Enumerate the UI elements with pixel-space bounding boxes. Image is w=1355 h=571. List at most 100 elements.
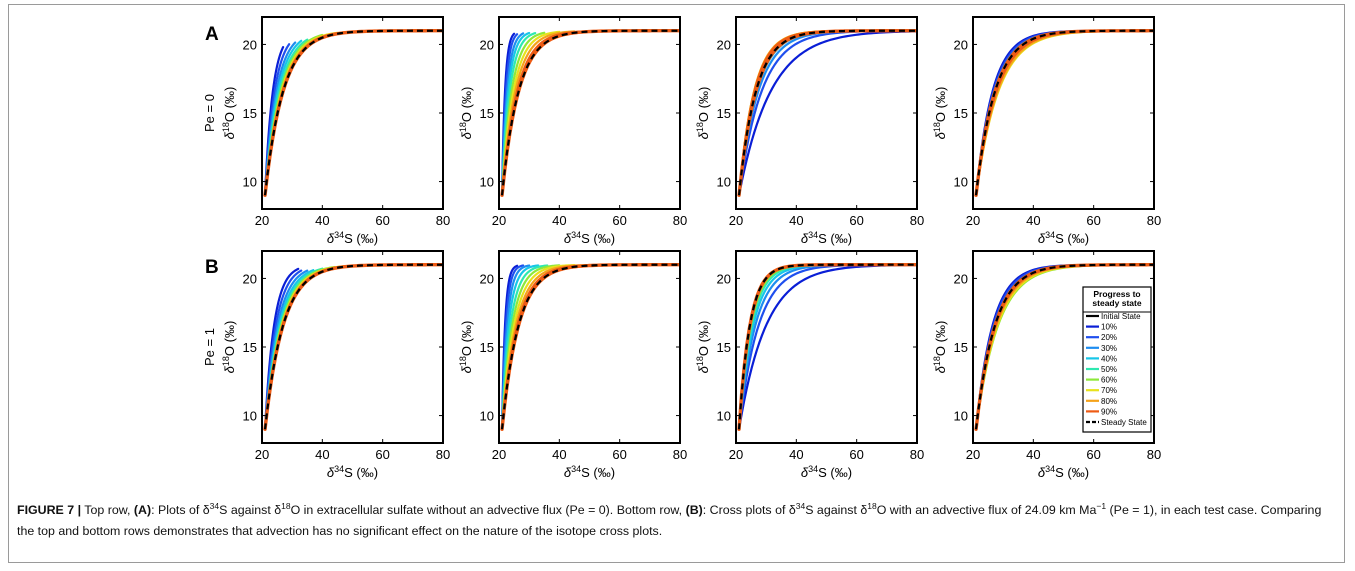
x-tick-label: 80 <box>910 213 924 228</box>
caption-text-8: (Pe = 1), in each test case. Comparing t… <box>17 503 1322 538</box>
curve-30- <box>500 264 531 431</box>
legend-entry-label: Steady State <box>1101 418 1147 427</box>
y-tick-label: 15 <box>717 106 731 121</box>
y-axis-label: δ18O (‰) <box>458 87 474 140</box>
plot-panel-b-case-1: 20 40 60 80 10 15 20 δ34S (‰) δ18O (‰) <box>221 250 450 480</box>
x-tick-label: 20 <box>966 213 980 228</box>
x-tick-label: 40 <box>552 447 566 462</box>
plot-panel-a-case-1: 20 40 60 80 10 15 20 δ34S (‰) δ18O (‰) <box>221 16 450 246</box>
row-label-pe-1: Pe = 1 <box>202 328 217 366</box>
curve-60- <box>500 264 561 431</box>
x-tick-label: 80 <box>673 213 687 228</box>
y-tick-label: 15 <box>243 340 257 355</box>
y-tick-label: 15 <box>717 340 731 355</box>
x-tick-label: 60 <box>612 213 626 228</box>
y-tick-label: 20 <box>954 271 968 286</box>
x-tick-label: 80 <box>436 213 450 228</box>
plot-area <box>736 17 917 209</box>
x-tick-label: 40 <box>1026 447 1040 462</box>
y-axis-label: δ18O (‰) <box>932 87 948 140</box>
y-tick-label: 10 <box>480 175 494 190</box>
x-tick-label: 40 <box>552 213 566 228</box>
curve-60- <box>500 31 546 197</box>
y-tick-label: 10 <box>243 409 257 424</box>
x-tick-label: 60 <box>612 447 626 462</box>
caption-panel-a: (A) <box>133 503 152 517</box>
curve-group <box>974 263 1154 431</box>
plot-panel-a-case-3: 20 40 60 80 10 15 20 δ34S (‰) δ18O (‰) <box>695 16 924 246</box>
plot-panel-a-case-2: 20 40 60 80 10 15 20 δ34S (‰) δ18O (‰) <box>458 16 687 246</box>
y-tick-label: 20 <box>717 271 731 286</box>
x-axis-label: δ34S (‰) <box>801 230 852 246</box>
y-tick-label: 10 <box>480 409 494 424</box>
x-axis-label: δ34S (‰) <box>1038 230 1089 246</box>
y-tick-label: 15 <box>954 106 968 121</box>
caption-text-4: O in extracellular sulfate without an ad… <box>290 503 686 517</box>
x-tick-label: 80 <box>436 447 450 462</box>
legend-entry-label: 70% <box>1101 386 1117 395</box>
figure-border <box>8 4 1345 563</box>
legend-entry-label: 10% <box>1101 323 1117 332</box>
panel-letter-b: B <box>205 257 219 278</box>
x-axis-label: δ34S (‰) <box>327 230 378 246</box>
x-axis-label: δ34S (‰) <box>327 464 378 480</box>
y-axis-label: δ18O (‰) <box>458 321 474 374</box>
y-tick-label: 20 <box>717 37 731 52</box>
y-tick-label: 15 <box>954 340 968 355</box>
y-tick-label: 15 <box>480 340 494 355</box>
y-tick-label: 20 <box>243 271 257 286</box>
x-tick-label: 60 <box>1086 447 1100 462</box>
curve-50- <box>500 264 549 431</box>
figure-caption: FIGURE 7 | Top row, (A): Plots of δ34S a… <box>17 500 1337 542</box>
curve-group <box>737 29 917 197</box>
y-axis-label: δ18O (‰) <box>221 87 237 140</box>
curve-group <box>263 29 443 197</box>
legend-entry-label: 60% <box>1101 376 1117 385</box>
x-tick-label: 40 <box>789 447 803 462</box>
y-axis-label: δ18O (‰) <box>695 87 711 140</box>
plot-area <box>262 251 443 443</box>
x-tick-label: 80 <box>1147 213 1161 228</box>
y-axis-label: δ18O (‰) <box>932 321 948 374</box>
caption-sup-4: 18 <box>867 500 877 511</box>
x-tick-label: 40 <box>1026 213 1040 228</box>
x-tick-label: 40 <box>315 213 329 228</box>
curve-group <box>737 263 917 431</box>
x-tick-label: 40 <box>315 447 329 462</box>
x-tick-label: 80 <box>673 447 687 462</box>
y-tick-label: 20 <box>480 271 494 286</box>
caption-sup-5: −1 <box>1096 500 1107 511</box>
x-axis-label: δ34S (‰) <box>564 230 615 246</box>
legend-entry-label: 80% <box>1101 397 1117 406</box>
curve-40- <box>500 264 540 431</box>
curve-steady-state-dashed <box>974 263 1154 430</box>
legend-title-line: Progress to <box>1093 289 1140 299</box>
x-axis-label: δ34S (‰) <box>1038 464 1089 480</box>
caption-sup-2: 18 <box>281 500 291 511</box>
x-tick-label: 60 <box>849 213 863 228</box>
y-tick-label: 15 <box>480 106 494 121</box>
caption-panel-b: (B) <box>685 503 703 517</box>
curve-steady-state-dashed <box>974 29 1154 196</box>
legend-entry-label: Initial State <box>1101 312 1141 321</box>
y-tick-label: 20 <box>243 37 257 52</box>
y-axis-label: δ18O (‰) <box>695 321 711 374</box>
curve-steady-state-dashed <box>500 263 680 430</box>
curve-70- <box>500 30 561 197</box>
y-tick-label: 10 <box>954 175 968 190</box>
curve-group <box>974 29 1154 197</box>
x-axis-label: δ34S (‰) <box>564 464 615 480</box>
x-tick-label: 60 <box>849 447 863 462</box>
legend-entry-label: 40% <box>1101 354 1117 363</box>
curve-steady-state <box>263 263 443 431</box>
y-tick-label: 15 <box>243 106 257 121</box>
caption-lead: FIGURE 7 | <box>17 503 82 517</box>
plot-area <box>262 17 443 209</box>
curve-group <box>500 29 680 197</box>
caption-text-2: : Plots of δ <box>151 503 210 517</box>
x-tick-label: 60 <box>1086 213 1100 228</box>
x-tick-label: 40 <box>789 213 803 228</box>
